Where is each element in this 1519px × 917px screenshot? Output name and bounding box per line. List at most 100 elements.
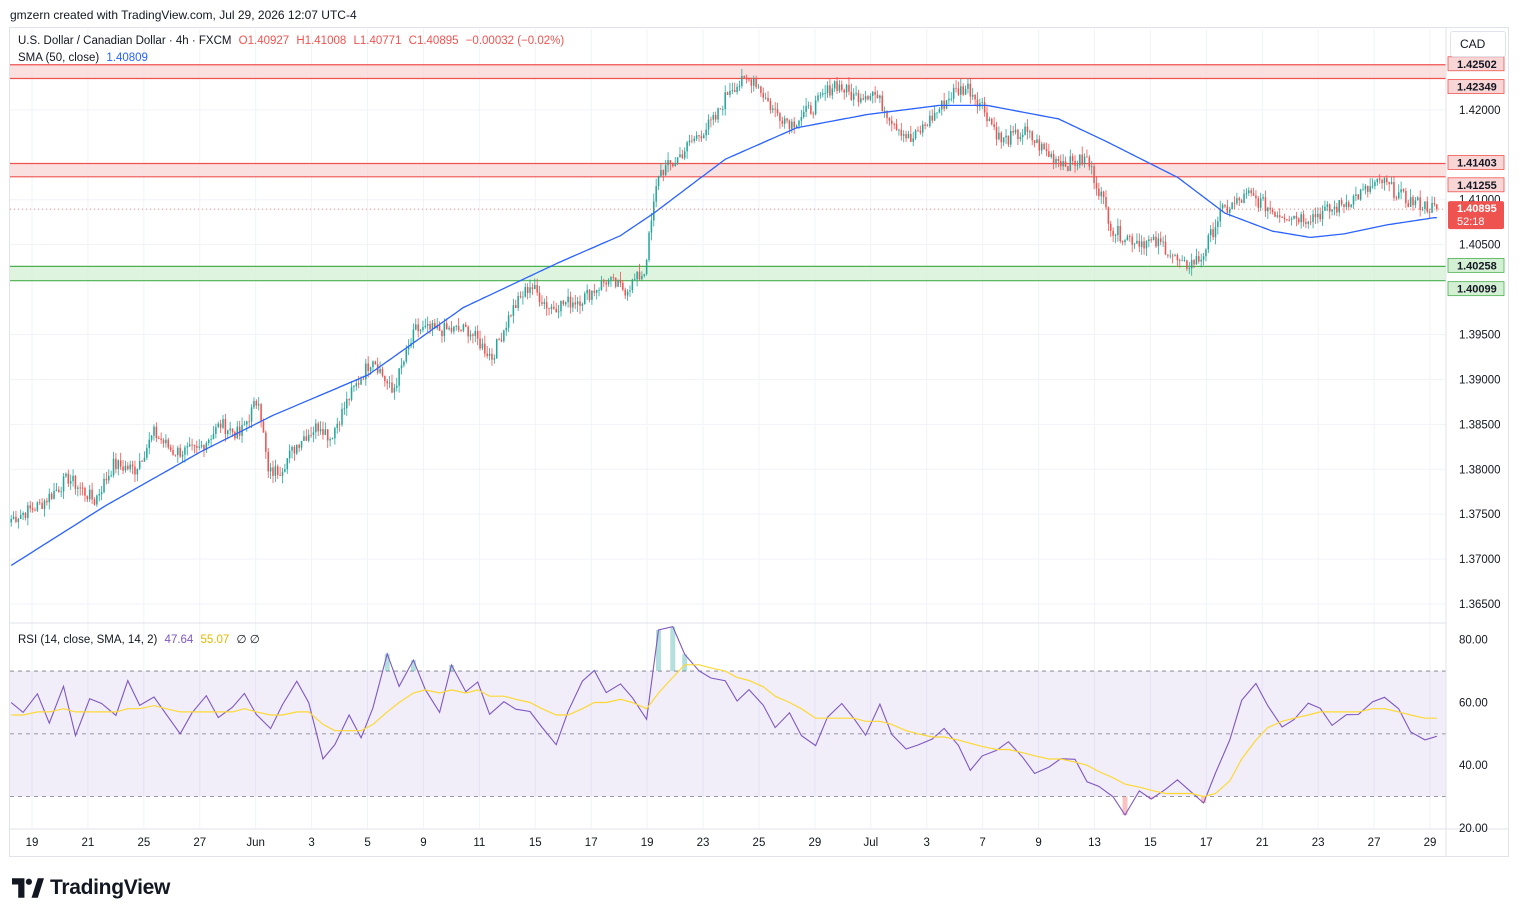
rsi-pane xyxy=(10,625,1446,817)
candle-body xyxy=(265,432,267,452)
candle-body xyxy=(391,382,393,393)
candle-body xyxy=(62,476,65,492)
candle-body xyxy=(714,114,717,120)
candle-body xyxy=(1133,243,1136,245)
candle-body xyxy=(22,512,24,515)
candle-body xyxy=(1126,236,1129,241)
bar-countdown-label: 52:18 xyxy=(1457,216,1485,228)
candle-body xyxy=(379,368,381,373)
candle-body xyxy=(1426,201,1429,212)
candle-body xyxy=(257,404,260,406)
currency-unit-button[interactable]: CAD xyxy=(1450,31,1506,57)
candle-body xyxy=(134,466,136,475)
candle-body xyxy=(393,387,396,393)
candle-body xyxy=(741,76,743,87)
candle-body xyxy=(1207,235,1210,250)
candle-body xyxy=(300,440,303,448)
candle-body xyxy=(886,110,888,119)
attribution-text: gmzern created with TradingView.com, Jul… xyxy=(10,8,357,22)
candle-body xyxy=(664,165,667,176)
candle-body xyxy=(157,438,160,439)
time-tick-label: 23 xyxy=(697,837,710,849)
candle-body xyxy=(1176,254,1179,261)
candle-body xyxy=(1005,135,1007,138)
candle-body xyxy=(838,84,841,91)
candle-body xyxy=(457,325,460,330)
time-tick-label: 15 xyxy=(529,837,542,849)
support-price-label: 1.40258 xyxy=(1457,260,1497,272)
candle-body xyxy=(700,136,703,139)
candle-body xyxy=(895,124,898,131)
candle-body xyxy=(1262,197,1264,199)
candle-body xyxy=(698,135,700,137)
mid-resistance-price-label: 1.41403 xyxy=(1457,158,1497,170)
candle-body xyxy=(403,361,405,366)
candle-body xyxy=(48,493,51,503)
candle-body xyxy=(986,112,988,122)
candle-body xyxy=(210,439,212,441)
rsi-legend[interactable]: RSI (14, close, SMA, 14, 2) 47.64 55.07 … xyxy=(18,632,264,646)
candle-body xyxy=(945,100,948,109)
rsi-line xyxy=(10,625,1437,817)
candle-body xyxy=(586,289,588,294)
candle-body xyxy=(660,170,662,176)
candle-body xyxy=(588,289,591,300)
candle-body xyxy=(1314,214,1317,218)
candle-body xyxy=(1350,204,1352,207)
candle-body xyxy=(1012,131,1014,133)
candle-body xyxy=(850,91,853,100)
candle-body xyxy=(833,81,836,89)
sma-line xyxy=(10,104,1437,566)
candle-body xyxy=(1300,214,1302,223)
candle-body xyxy=(1055,158,1057,163)
candle-body xyxy=(1093,166,1095,184)
rsi-extreme-fill xyxy=(384,626,702,672)
candle-body xyxy=(653,201,655,221)
sma-legend[interactable]: SMA (50, close) 1.40809 xyxy=(18,52,152,64)
candle-body xyxy=(1264,197,1267,212)
candle-body xyxy=(883,110,886,112)
tradingview-logo[interactable]: TradingView xyxy=(12,876,170,900)
candle-body xyxy=(1226,206,1229,213)
candle-body xyxy=(876,94,879,99)
candle-body xyxy=(322,429,324,435)
candle-body xyxy=(767,97,769,102)
candle-body xyxy=(1169,255,1172,257)
candle-body xyxy=(1255,195,1257,199)
candle-body xyxy=(460,329,462,331)
candle-body xyxy=(505,327,508,331)
candle-body xyxy=(317,423,319,432)
candle-body xyxy=(31,508,34,510)
candle-body xyxy=(174,454,177,456)
candle-body xyxy=(365,363,367,380)
candle-body xyxy=(217,423,220,428)
candle-body xyxy=(231,428,234,432)
candle-body xyxy=(1355,194,1357,196)
candle-body xyxy=(641,275,643,280)
candle-body xyxy=(1083,156,1086,165)
candle-body xyxy=(1064,161,1067,167)
candle-body xyxy=(412,329,415,344)
candle-body xyxy=(845,84,848,93)
candle-body xyxy=(807,105,810,107)
time-tick-label: 17 xyxy=(585,837,598,849)
candle-body xyxy=(165,439,167,444)
candle-body xyxy=(1164,241,1167,255)
candle-body xyxy=(105,478,108,481)
candle-body xyxy=(1045,149,1048,152)
candle-body xyxy=(905,134,907,139)
candle-body xyxy=(1271,209,1274,212)
time-tick-label: 29 xyxy=(808,837,821,849)
candle-body xyxy=(117,460,120,470)
price-tick-label: 1.39000 xyxy=(1459,374,1501,386)
candle-body xyxy=(1124,240,1126,243)
time-tick-label: Jul xyxy=(863,837,878,849)
candle-body xyxy=(624,289,627,296)
candle-body xyxy=(1040,143,1043,151)
candle-body xyxy=(474,331,477,336)
candle-body xyxy=(69,481,72,484)
symbol-label[interactable]: U.S. Dollar / Canadian Dollar · 4h · FXC… xyxy=(18,35,232,47)
candle-body xyxy=(1343,204,1345,207)
candle-body xyxy=(1114,235,1117,236)
